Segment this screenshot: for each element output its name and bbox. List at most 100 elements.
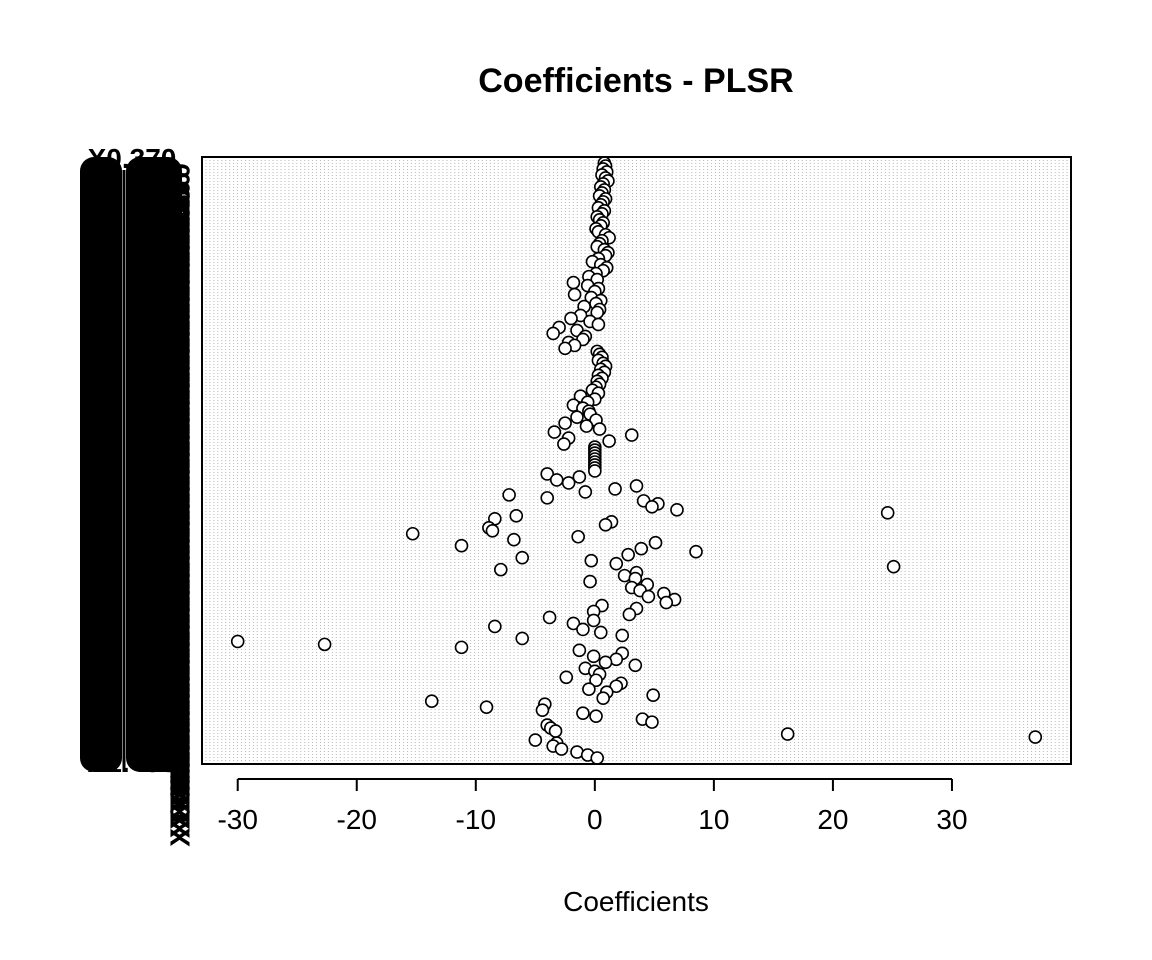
data-point (689, 544, 703, 559)
x-tick-label: 0 (587, 804, 603, 835)
data-point (424, 694, 439, 708)
data-point (645, 500, 659, 514)
data-point (602, 434, 616, 448)
data-point (584, 553, 599, 568)
x-tick-label: -30 (217, 804, 257, 835)
data-point (628, 658, 643, 673)
data-point (596, 691, 610, 706)
data-point (586, 613, 601, 628)
data-point (540, 467, 555, 481)
data-point (549, 473, 564, 487)
data-point (592, 422, 607, 436)
data-point (558, 416, 572, 430)
data-point (230, 634, 245, 649)
y-bottom-label: X1.430 (88, 747, 177, 778)
y-tick-labels: X0.370X1.430X0.370X1.430X0.370X1.430X0.3… (80, 143, 195, 847)
data-point (576, 706, 590, 720)
data-point (589, 673, 603, 688)
grid-lines (202, 157, 1071, 764)
data-point (780, 727, 795, 741)
y-tick-label: X1.430 (164, 758, 195, 847)
data-point (547, 425, 562, 439)
data-point (609, 679, 624, 694)
data-point (572, 643, 587, 658)
data-point (528, 733, 543, 747)
data-point (624, 428, 639, 442)
data-point (645, 715, 659, 729)
data-point (546, 326, 560, 341)
data-point (535, 703, 550, 717)
data-point (454, 538, 469, 553)
data-point (590, 751, 605, 764)
data-point (515, 550, 530, 565)
data-point (479, 700, 494, 714)
data-point (646, 688, 660, 703)
data-point (634, 541, 649, 556)
x-tick-label: 20 (817, 804, 848, 835)
plot-border (201, 156, 1072, 765)
data-point (571, 529, 585, 544)
data-point (557, 437, 571, 451)
data-point (641, 589, 656, 604)
data-point (572, 470, 587, 484)
data-point (405, 526, 420, 541)
data-point (515, 631, 530, 646)
data-point (615, 628, 630, 643)
data-point (579, 419, 594, 433)
data-point (598, 655, 613, 670)
data-point (540, 491, 555, 505)
data-point (559, 670, 574, 685)
data-point (670, 503, 684, 517)
data-point (567, 287, 582, 302)
y-top-label: X0.370 (88, 143, 177, 174)
data-point (576, 622, 590, 637)
data-point (608, 482, 622, 496)
data-point (621, 547, 635, 562)
x-tick-label: 30 (936, 804, 967, 835)
data-point (507, 532, 521, 547)
data-point (564, 311, 578, 326)
data-point (593, 625, 608, 640)
data-point (591, 317, 606, 332)
x-tick-label: -20 (337, 804, 377, 835)
data-point (485, 523, 500, 538)
data-point (648, 535, 663, 550)
x-tick-label: -10 (456, 804, 496, 835)
data-point (598, 517, 613, 532)
data-point (566, 275, 581, 290)
data-point (488, 619, 502, 634)
data-point (454, 640, 469, 655)
data-point (588, 464, 602, 478)
data-point (561, 476, 576, 490)
data-point (629, 479, 644, 493)
chart-title: Coefficients - PLSR (478, 62, 793, 100)
data-point (317, 637, 332, 652)
data-point (589, 709, 603, 723)
data-point (583, 574, 597, 589)
y-label-overlap-block (126, 157, 182, 772)
data-point (622, 607, 637, 622)
data-point (578, 485, 593, 499)
y-label-overlap-block (80, 157, 122, 772)
data-point (502, 488, 516, 502)
data-point (558, 341, 572, 356)
data-point (542, 610, 557, 625)
x-axis-label: Coefficients (563, 886, 709, 917)
data-point (570, 410, 584, 424)
data-point (586, 649, 601, 664)
data-point (1028, 730, 1043, 744)
data-point (509, 509, 524, 523)
data-point (493, 562, 508, 577)
data-point (582, 682, 596, 697)
data-point (880, 506, 895, 520)
data-point (566, 616, 581, 631)
data-point (886, 559, 901, 574)
data-point (554, 742, 569, 756)
x-tick-label: 10 (698, 804, 729, 835)
x-axis: -30 -20 -10 0 10 20 30 (217, 778, 968, 835)
data-point (659, 595, 674, 610)
data-point (609, 556, 624, 571)
scatter-points (230, 157, 1043, 764)
